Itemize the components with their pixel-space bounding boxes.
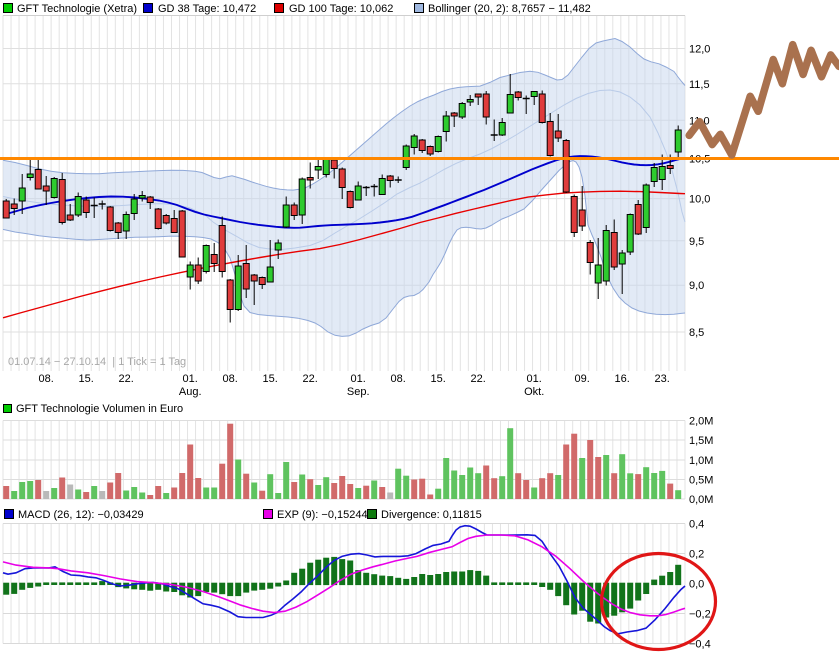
svg-text:22.: 22. [471, 373, 486, 385]
svg-text:15.: 15. [431, 373, 446, 385]
svg-text:22.: 22. [119, 373, 134, 385]
svg-text:15.: 15. [263, 373, 278, 385]
svg-text:0,4: 0,4 [689, 519, 704, 531]
svg-text:Okt.: Okt. [524, 386, 544, 398]
svg-text:08.: 08. [391, 373, 406, 385]
svg-text:Sep.: Sep. [347, 386, 370, 398]
svg-text:−0,4: −0,4 [689, 639, 711, 651]
svg-text:12,0: 12,0 [689, 44, 710, 56]
svg-text:01.: 01. [351, 373, 366, 385]
svg-text:10,0: 10,0 [689, 194, 710, 206]
svg-text:15.: 15. [79, 373, 94, 385]
svg-text:09.: 09. [575, 373, 590, 385]
svg-text:1,0M: 1,0M [689, 455, 713, 467]
svg-text:01.07.14 − 27.10.14 | 1 Tick: 01.07.14 − 27.10.14 | 1 Tick = 1 Tag [8, 356, 186, 368]
svg-text:08.: 08. [223, 373, 238, 385]
svg-text:EXP (9): −0,15244: EXP (9): −0,15244 [277, 509, 368, 521]
svg-text:0,0: 0,0 [689, 579, 704, 591]
svg-text:0,2: 0,2 [689, 549, 704, 561]
svg-text:GFT Technologie (Xetra): GFT Technologie (Xetra) [17, 3, 137, 15]
svg-text:16.: 16. [615, 373, 630, 385]
svg-text:9,5: 9,5 [689, 236, 704, 248]
svg-text:11,5: 11,5 [689, 79, 710, 91]
svg-text:8,5: 8,5 [689, 327, 704, 339]
svg-text:−0,2: −0,2 [689, 609, 711, 621]
svg-text:GD 100 Tage: 10,062: GD 100 Tage: 10,062 [289, 3, 393, 15]
svg-text:08.: 08. [39, 373, 54, 385]
svg-text:0,0M: 0,0M [689, 494, 713, 506]
svg-text:Bollinger (20, 2): 8,7657 − 11: Bollinger (20, 2): 8,7657 − 11,482 [428, 3, 591, 15]
svg-text:22.: 22. [303, 373, 318, 385]
svg-text:1,5M: 1,5M [689, 435, 713, 447]
svg-text:23.: 23. [655, 373, 670, 385]
svg-text:01.: 01. [527, 373, 542, 385]
svg-text:MACD (26, 12): −0,03429: MACD (26, 12): −0,03429 [18, 509, 144, 521]
svg-text:GFT Technologie Volumen in Eur: GFT Technologie Volumen in Euro [16, 403, 183, 415]
svg-text:2,0M: 2,0M [689, 416, 713, 428]
svg-text:Aug.: Aug. [179, 386, 202, 398]
svg-text:0,5M: 0,5M [689, 475, 713, 487]
svg-text:GD 38 Tage: 10,472: GD 38 Tage: 10,472 [158, 3, 256, 15]
svg-text:01.: 01. [183, 373, 198, 385]
svg-text:Divergence: 0,11815: Divergence: 0,11815 [381, 509, 482, 521]
svg-text:9,0: 9,0 [689, 280, 704, 292]
